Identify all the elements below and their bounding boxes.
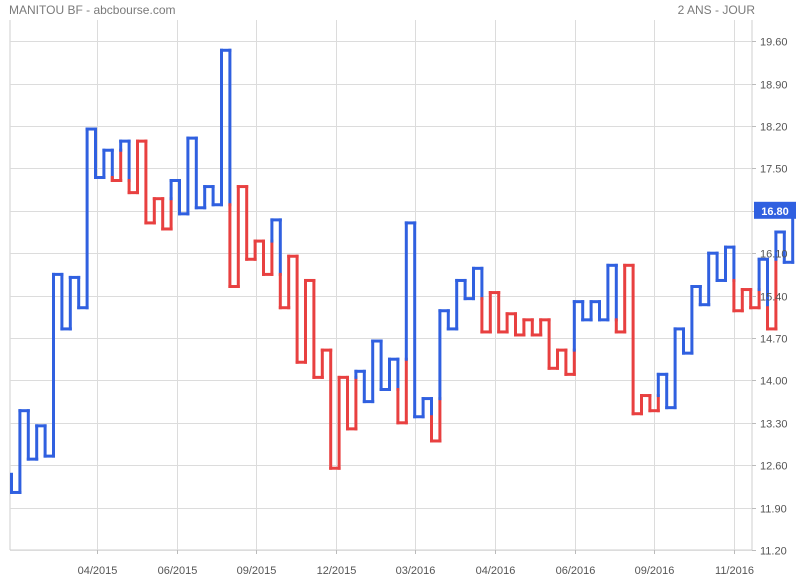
plot-area [10, 48, 795, 494]
y-tick-label: 17.50 [760, 164, 788, 176]
y-tick-label: 14.00 [760, 376, 788, 388]
x-tick-label: 04/2016 [476, 565, 516, 577]
x-axis: 04/2015 06/2015 09/2015 12/2015 03/2016 04/20… [78, 550, 754, 577]
last-value-label: 16.80 [761, 206, 789, 218]
y-tick-label: 11.20 [760, 546, 787, 558]
y-tick-label: 13.30 [760, 419, 788, 431]
grid [9, 20, 753, 551]
x-tick-label: 03/2016 [396, 565, 436, 577]
x-tick-label: 09/2015 [237, 565, 277, 577]
chart-period: 2 ANS - JOUR [677, 3, 755, 17]
y-tick-label: 11.90 [760, 504, 787, 516]
y-axis: 11.20 11.90 12.60 13.30 14.00 14.70 15.40 16.10… [752, 37, 788, 558]
y-tick-label: 15.40 [760, 292, 788, 304]
y-tick-label: 16.10 [760, 249, 788, 261]
y-tick-label: 14.70 [760, 334, 788, 346]
y-tick-label: 18.90 [760, 80, 788, 92]
chart-title: MANITOU BF - abcbourse.com [9, 3, 176, 17]
x-tick-label: 06/2016 [556, 565, 596, 577]
y-tick-label: 12.60 [760, 461, 788, 473]
y-tick-label: 18.20 [760, 122, 788, 134]
x-tick-label: 04/2015 [78, 565, 118, 577]
x-tick-label: 11/2016 [715, 565, 754, 577]
last-value-badge: 16.80 [754, 201, 796, 219]
x-tick-label: 12/2015 [317, 565, 357, 577]
y-tick-label: 19.60 [760, 37, 788, 49]
x-tick-label: 09/2016 [635, 565, 675, 577]
last-value-badge-bg [754, 201, 796, 219]
x-tick-label: 06/2015 [158, 565, 198, 577]
